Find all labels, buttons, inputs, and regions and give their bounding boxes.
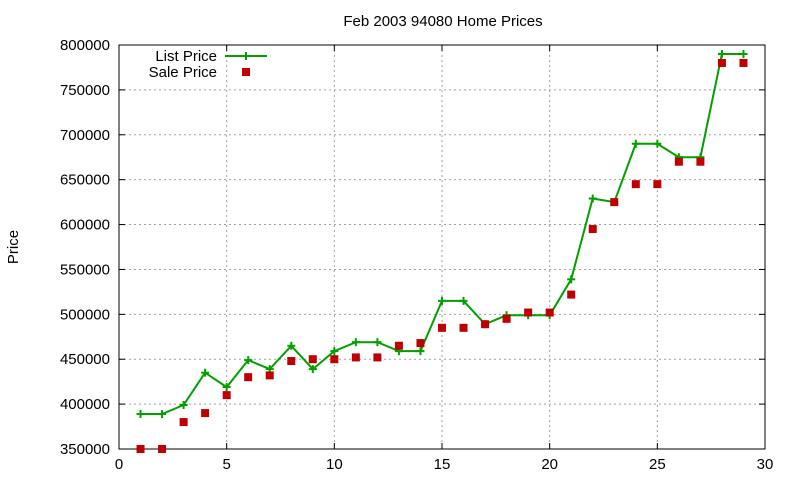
list-price-point — [158, 409, 167, 418]
list-price-point — [222, 383, 231, 392]
list-price-point — [308, 365, 317, 374]
list-price-point — [179, 401, 188, 410]
sale-price-point — [373, 353, 382, 362]
sale-price-point — [545, 308, 554, 317]
sale-price-point — [631, 180, 640, 189]
list-price-point — [459, 296, 468, 305]
list-price-point — [567, 275, 576, 284]
sale-price-point — [222, 391, 231, 400]
x-tick-label: 25 — [649, 456, 666, 473]
sale-price-point — [308, 355, 317, 364]
chart-title: Feb 2003 94080 Home Prices — [343, 13, 542, 30]
y-tick-label: 650000 — [60, 172, 110, 189]
sale-price-point — [330, 355, 339, 364]
sale-price-point — [136, 445, 145, 453]
y-tick-label: 550000 — [60, 261, 110, 278]
sale-price-point — [438, 323, 446, 332]
axis-ticks: 0 5 10 15 20 25 30 350000 400000 450000 500000 5500… — [60, 37, 773, 473]
sale-price-point — [481, 320, 490, 329]
sale-price-point — [158, 445, 167, 453]
x-tick-label: 5 — [222, 456, 230, 473]
sale-price-point — [459, 323, 468, 332]
y-tick-label: 700000 — [60, 127, 110, 144]
sale-price-point — [653, 180, 662, 189]
legend-square-marker — [242, 68, 250, 76]
sale-price-point — [394, 341, 403, 350]
list-price-point — [717, 49, 726, 58]
series — [136, 49, 748, 453]
sale-price-point — [244, 373, 253, 382]
y-tick-label: 750000 — [60, 82, 110, 99]
sale-price-point — [696, 157, 705, 166]
list-price-point — [588, 194, 597, 203]
list-price-point — [739, 49, 748, 58]
sale-price-point — [265, 371, 274, 380]
sale-price-point — [674, 157, 683, 166]
list-price-point — [631, 139, 640, 148]
list-price-point — [653, 139, 662, 148]
list-price-point — [438, 296, 446, 305]
grid — [119, 45, 765, 449]
list-price-point — [416, 347, 425, 356]
legend-label: List Price — [155, 48, 217, 65]
sale-price-point — [567, 290, 576, 299]
y-tick-label: 600000 — [60, 217, 110, 234]
sale-price-point — [351, 353, 360, 362]
series-sale-price — [136, 58, 748, 453]
x-tick-label: 10 — [326, 456, 343, 473]
y-tick-label: 350000 — [60, 441, 110, 458]
sale-price-point — [179, 418, 188, 427]
sale-price-point — [416, 339, 425, 348]
y-tick-label: 500000 — [60, 306, 110, 323]
sale-price-point — [610, 198, 619, 207]
list-price-point — [373, 338, 382, 347]
sale-price-point — [201, 409, 210, 418]
list-price-point — [351, 338, 360, 347]
sale-price-point — [717, 58, 726, 67]
list-price-point — [244, 356, 253, 365]
legend-label: Sale Price — [149, 64, 217, 81]
list-price-point — [201, 368, 210, 377]
x-tick-label: 20 — [541, 456, 558, 473]
y-axis-label: Price — [5, 230, 22, 264]
x-tick-label: 30 — [757, 456, 774, 473]
sale-price-point — [502, 314, 511, 323]
legend-plus-marker — [242, 52, 250, 60]
y-tick-label: 450000 — [60, 351, 110, 368]
list-price-point — [330, 347, 339, 356]
sale-price-point — [287, 357, 296, 366]
x-tick-label: 15 — [434, 456, 451, 473]
y-tick-label: 400000 — [60, 396, 110, 413]
sale-price-point — [588, 225, 597, 234]
y-tick-label: 800000 — [60, 37, 110, 54]
sale-price-point — [739, 58, 748, 67]
list-price-point — [136, 409, 145, 418]
sale-price-point — [524, 308, 533, 317]
list-price-point — [287, 341, 296, 350]
x-tick-label: 0 — [115, 456, 123, 473]
